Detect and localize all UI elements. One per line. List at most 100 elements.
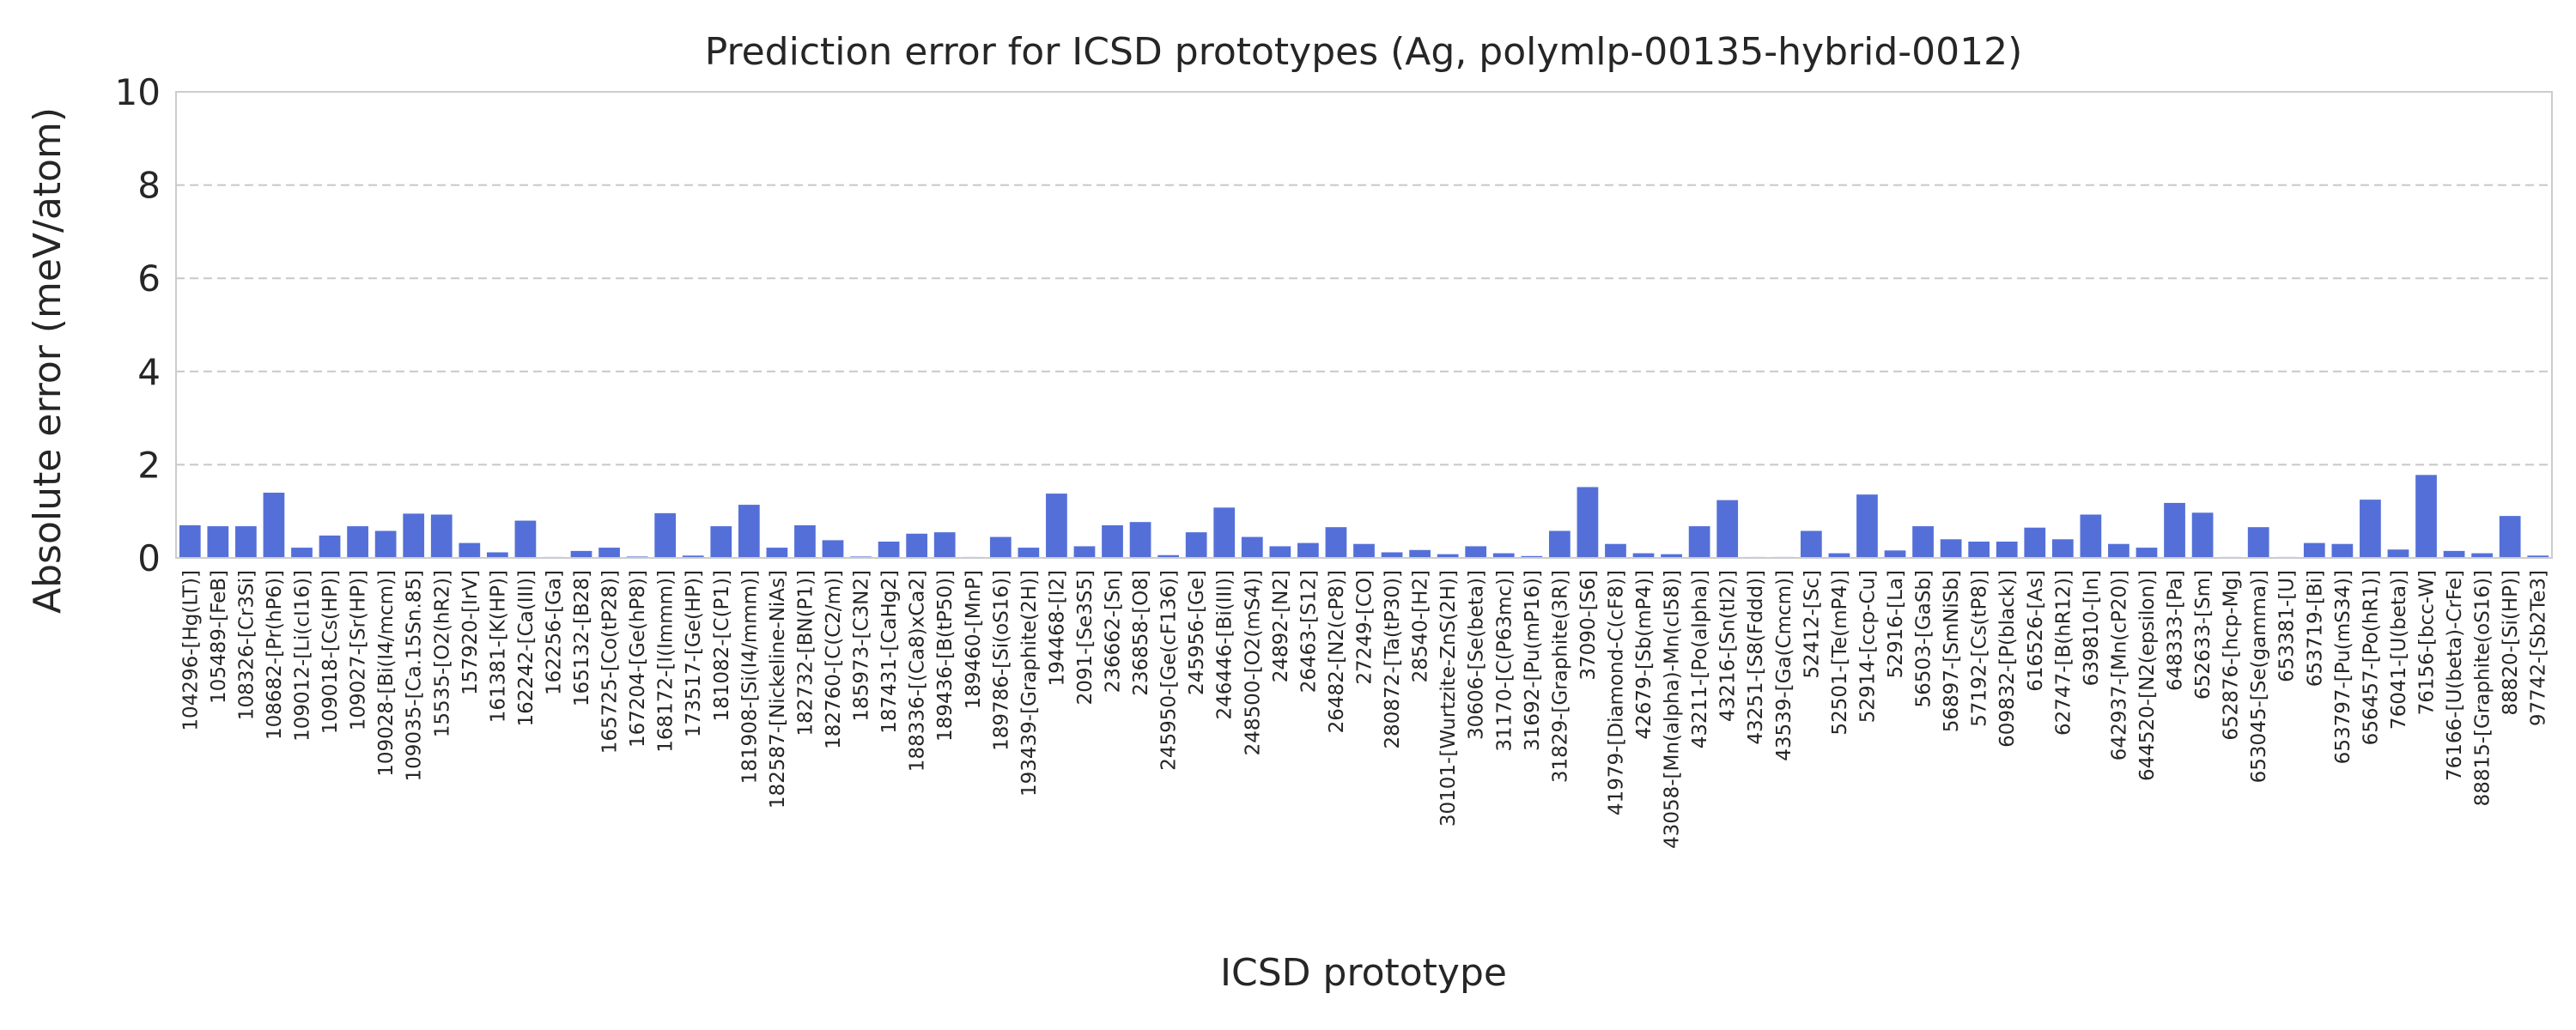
- x-tick-label: 43211-[Po(alpha)]: [1689, 570, 1711, 748]
- x-tick-label: 236858-[O8]: [1130, 570, 1152, 696]
- x-tick-label: 43539-[Ga(Cmcm)]: [1773, 570, 1795, 761]
- bar: [430, 514, 453, 558]
- bar: [1241, 536, 1263, 558]
- x-tick-label: 181908-[Si(I4/mmm)]: [738, 570, 761, 784]
- bar: [179, 524, 201, 558]
- bar: [710, 526, 732, 558]
- bar: [1073, 546, 1096, 558]
- x-tick-label: 26482-[N2(cP8)]: [1326, 570, 1348, 733]
- plot-frame: [175, 91, 2553, 559]
- x-tick-label: 162256-[Ga]: [543, 570, 565, 695]
- x-tick-label: 30606-[Se(beta)]: [1466, 570, 1488, 740]
- x-tick-label: 653719-[Bi]: [2304, 570, 2326, 687]
- bar: [2303, 542, 2325, 558]
- x-tick-label: 108682-[Pr(hP6)]: [264, 570, 286, 740]
- x-tick-label: 31692-[Pu(mP16)]: [1522, 570, 1544, 751]
- bar: [486, 552, 508, 558]
- bar: [682, 555, 704, 558]
- bar: [1325, 527, 1347, 558]
- bar: [263, 492, 285, 558]
- bar: [347, 526, 368, 558]
- bar: [1996, 541, 2018, 558]
- bar: [878, 541, 900, 558]
- x-tick-label: 653797-[Pu(mS34)]: [2332, 570, 2354, 764]
- bar: [1046, 494, 1067, 558]
- gridlines: [176, 184, 2552, 466]
- y-tick-labels: 0 2 4 6 8 10: [115, 71, 161, 579]
- bars: [179, 475, 2549, 558]
- bar: [1549, 530, 1571, 558]
- bar: [906, 533, 928, 558]
- bar: [2164, 502, 2185, 558]
- x-tick-label: 52916-[La]: [1885, 570, 1907, 678]
- bar: [1800, 530, 1822, 558]
- bar: [654, 512, 677, 558]
- bar: [2471, 553, 2493, 558]
- bar: [570, 550, 592, 558]
- x-tick-label: 105489-[FeB]: [208, 570, 230, 704]
- bar: [1521, 555, 1543, 558]
- x-tick-label: 88820-[Si(HP)]: [2500, 570, 2522, 716]
- bar: [738, 505, 760, 558]
- x-tick-label: 656457-[Po(hR1)]: [2360, 570, 2382, 745]
- bar: [291, 548, 313, 558]
- x-tick-label: 182732-[BN(P1)]: [794, 570, 817, 736]
- bar: [1577, 487, 1599, 558]
- x-tick-label: 193439-[Graphite(2H)]: [1018, 570, 1041, 797]
- x-tick-label: 97742-[Sb2Te3]: [2528, 570, 2550, 726]
- y-axis-label: Absolute error (meV/atom): [26, 107, 70, 614]
- x-tick-label: 104296-[Hg(LT)]: [179, 570, 202, 731]
- bar: [1605, 543, 1626, 558]
- bar: [822, 540, 844, 558]
- x-tick-label: 41979-[Diamond-C(cF8)]: [1605, 570, 1627, 815]
- bar: [2136, 548, 2158, 558]
- x-tick-label: 168172-[I(Immm)]: [655, 570, 677, 753]
- bar: [2443, 550, 2465, 558]
- bar: [1185, 532, 1207, 558]
- x-tick-label: 27249-[CO]: [1354, 570, 1376, 685]
- x-tick-label: 52914-[ccp-Cu]: [1856, 570, 1879, 723]
- bar: [989, 536, 1012, 558]
- x-tick-label: 187431-[CaHg2]: [878, 570, 901, 734]
- bar: [1968, 541, 1990, 558]
- x-tick-label: 56503-[GaSb]: [1913, 570, 1935, 708]
- x-tick-label: 109035-[Ca.15Sn.85]: [404, 570, 426, 782]
- x-tick-label: 109027-[Sr(HP)]: [348, 570, 370, 730]
- x-tick-label: 182587-[Nickeline-NiAs]: [767, 570, 789, 809]
- bar: [2331, 543, 2354, 558]
- bar: [1437, 554, 1459, 558]
- bar: [1157, 554, 1179, 558]
- x-tick-label: 76156-[bcc-W]: [2416, 570, 2439, 715]
- x-tick-label: 185973-[C3N2]: [851, 570, 873, 722]
- x-tick-label: 245956-[Ge]: [1186, 570, 1208, 695]
- x-tick-label: 43216-[Sn(tI2)]: [1717, 570, 1740, 722]
- y-tick-label: 6: [137, 258, 161, 300]
- x-tick-label: 15535-[O2(hR2)]: [431, 570, 453, 737]
- bar: [2080, 514, 2102, 558]
- x-tick-label: 28540-[H2]: [1410, 570, 1432, 682]
- x-tick-label: 43251-[S8(Fddd)]: [1745, 570, 1767, 745]
- x-tick-label: 57192-[Cs(tP8)]: [1969, 570, 1991, 727]
- x-tick-label: 280872-[Ta(tP30)]: [1382, 570, 1404, 748]
- x-tick-label: 161381-[K(HP)]: [487, 570, 509, 723]
- bar: [1213, 507, 1236, 558]
- x-tick-label: 616526-[As]: [2025, 570, 2047, 692]
- x-tick-label: 76041-[U(beta)]: [2388, 570, 2410, 730]
- bar: [1912, 526, 1934, 558]
- bar: [1129, 522, 1151, 558]
- bar: [207, 526, 229, 558]
- x-tick-label: 43058-[Mn(alpha)-Mn(cI58)]: [1662, 570, 1684, 849]
- bar: [1492, 553, 1515, 558]
- x-tick-label: 157920-[IrV]: [459, 570, 482, 695]
- x-tick-label: 644520-[N2(epsilon)]: [2136, 570, 2159, 781]
- x-tick-label: 246446-[Bi(III)]: [1214, 570, 1236, 720]
- bar: [1269, 546, 1291, 558]
- bar: [1716, 500, 1739, 558]
- bar: [374, 530, 397, 558]
- bar: [1409, 549, 1431, 558]
- y-tick-label: 4: [137, 351, 161, 393]
- x-tick-label: 162242-[Ca(III)]: [515, 570, 538, 727]
- bar: [2527, 555, 2549, 558]
- x-tick-label: 76166-[U(beta)-CrFe]: [2444, 570, 2466, 781]
